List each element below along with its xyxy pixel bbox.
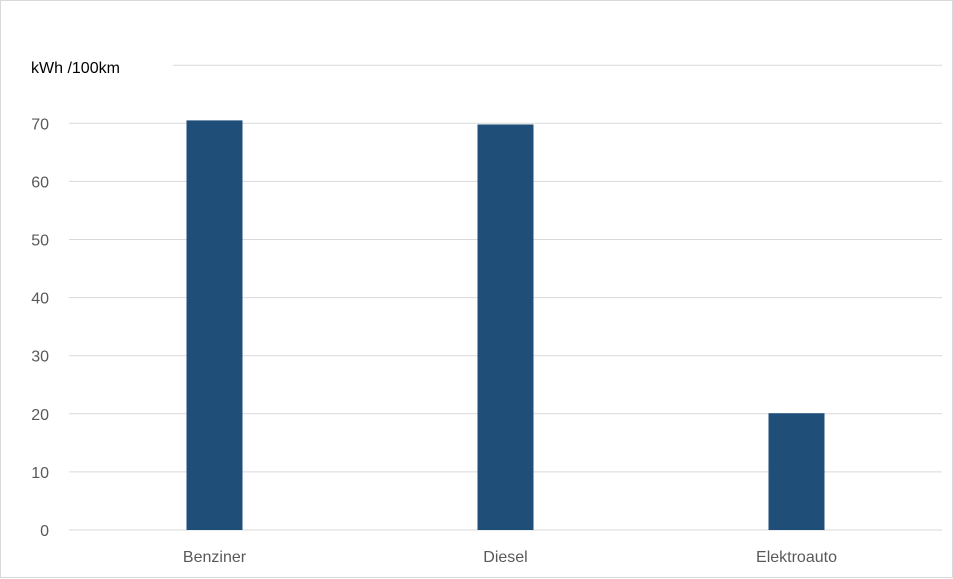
y-tick-label: 60 (31, 174, 49, 191)
y-tick-label: 20 (31, 407, 49, 424)
y-tick-label: 70 (31, 116, 49, 133)
bars (186, 120, 825, 531)
x-tick-label: Diesel (483, 549, 527, 566)
x-tick-label: Benziner (183, 549, 247, 566)
y-tick-label: 10 (31, 465, 49, 482)
y-tick-label: 0 (40, 523, 49, 540)
y-tick-label: 40 (31, 291, 49, 308)
y-tick-label: 50 (31, 233, 49, 250)
y-axis-label: kWh /100km (31, 60, 120, 77)
x-tick-label: Elektroauto (756, 549, 837, 566)
bar-elektroauto (768, 413, 825, 530)
y-axis-ticks: 0 10 20 30 40 50 60 70 (31, 116, 49, 540)
bar-benziner (186, 120, 243, 531)
x-axis-ticks: Benziner Diesel Elektroauto (183, 549, 837, 566)
bar-diesel (477, 124, 534, 530)
y-tick-label: 30 (31, 349, 49, 366)
